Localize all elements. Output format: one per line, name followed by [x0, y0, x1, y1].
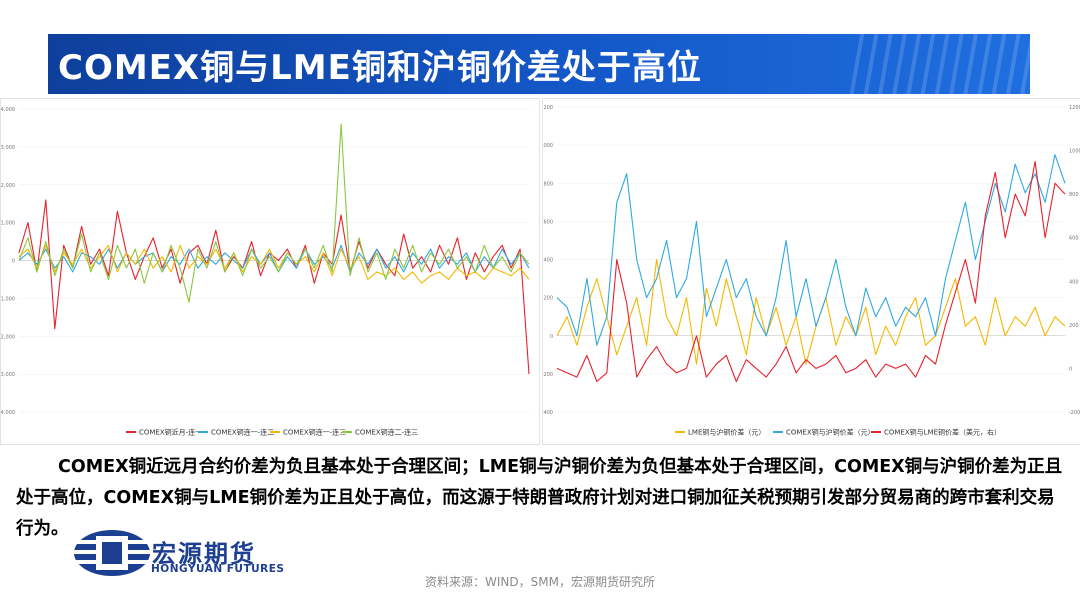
y2-tick-label: 400: [1069, 279, 1079, 285]
y-tick-label: 800: [543, 181, 553, 187]
y-tick-label: 200: [543, 296, 553, 302]
page-title: COMEX铜与LME铜和沪铜价差处于高位: [58, 48, 702, 88]
title-banner: [48, 34, 1030, 94]
series-line: [556, 154, 1066, 346]
series-line: [18, 199, 530, 375]
legend-label: COMEX铜连一-连三: [283, 428, 346, 437]
series-line: [18, 244, 530, 284]
y-tick-label: 1200: [543, 105, 553, 111]
company-name: 宏源期货: [152, 540, 256, 568]
series-line: [556, 258, 1066, 365]
y-tick-label: 1,000: [1, 221, 15, 227]
y2-tick-label: -200: [1069, 410, 1080, 416]
chart-comex-svg: 4,000 3,000 2,000 1,000 0 -1,000 -2,000 -3,000 -…: [0, 107, 530, 437]
y2-tick-label: 1200: [1069, 105, 1080, 111]
hongyuan-logo-icon: [74, 530, 150, 576]
legend-label: COMEX铜连二-连三: [355, 428, 418, 437]
series-line: [18, 123, 530, 303]
y-tick-label: 2,000: [1, 183, 15, 189]
legend-label: COMEX铜与LME铜价差（美元，右）: [884, 428, 1001, 437]
y2-tick-label: 1000: [1069, 149, 1080, 155]
y-tick-label: -200: [543, 372, 553, 378]
banner-decoration: [850, 34, 1030, 94]
y-tick-label: 0: [550, 334, 553, 340]
y-tick-label: 1000: [543, 143, 553, 149]
series-line: [556, 160, 1066, 383]
y-tick-label: -1,000: [1, 296, 15, 302]
legend-label: COMEX铜与沪铜价差（元）: [786, 428, 875, 437]
summary-paragraph: COMEX铜近远月合约价差为负且基本处于合理区间；LME铜与沪铜价差为负但基本处…: [16, 457, 1063, 539]
y2-tick-label: 600: [1069, 236, 1079, 242]
y-tick-label: -2,000: [1, 334, 15, 340]
chart-cross-svg: 1200 1000 800 600 400 200 0 -200 -400 1200 1000 800…: [540, 105, 1080, 437]
y-tick-label: 0: [12, 259, 15, 265]
y2-tick-label: 800: [1069, 192, 1079, 198]
y-tick-label: -4,000: [1, 410, 15, 416]
y-tick-label: -400: [543, 410, 553, 416]
y-tick-label: 3,000: [1, 145, 15, 151]
y2-tick-label: 200: [1069, 323, 1079, 329]
y-tick-label: 600: [543, 219, 553, 225]
data-source: 资料来源：WIND，SMM，宏源期货研究所: [425, 575, 655, 589]
y2-tick-label: 0: [1069, 366, 1072, 372]
y-tick-label: 400: [543, 258, 553, 264]
legend-label: LME铜与沪铜价差（元）: [688, 428, 765, 437]
y-tick-label: -3,000: [1, 372, 15, 378]
chart-cross-market-spreads: 1200 1000 800 600 400 200 0 -200 -400 1200 1000 800…: [540, 98, 1080, 445]
series-line: [18, 244, 530, 273]
company-name-english: HONGYUAN FUTURES: [151, 563, 285, 575]
y-tick-label: 4,000: [1, 107, 15, 113]
legend-label: COMEX铜近月-连一: [139, 428, 202, 437]
legend-label: COMEX铜连一-连二: [211, 428, 274, 437]
chart-comex-spreads: 4,000 3,000 2,000 1,000 0 -1,000 -2,000 -3,000 -…: [0, 98, 540, 445]
